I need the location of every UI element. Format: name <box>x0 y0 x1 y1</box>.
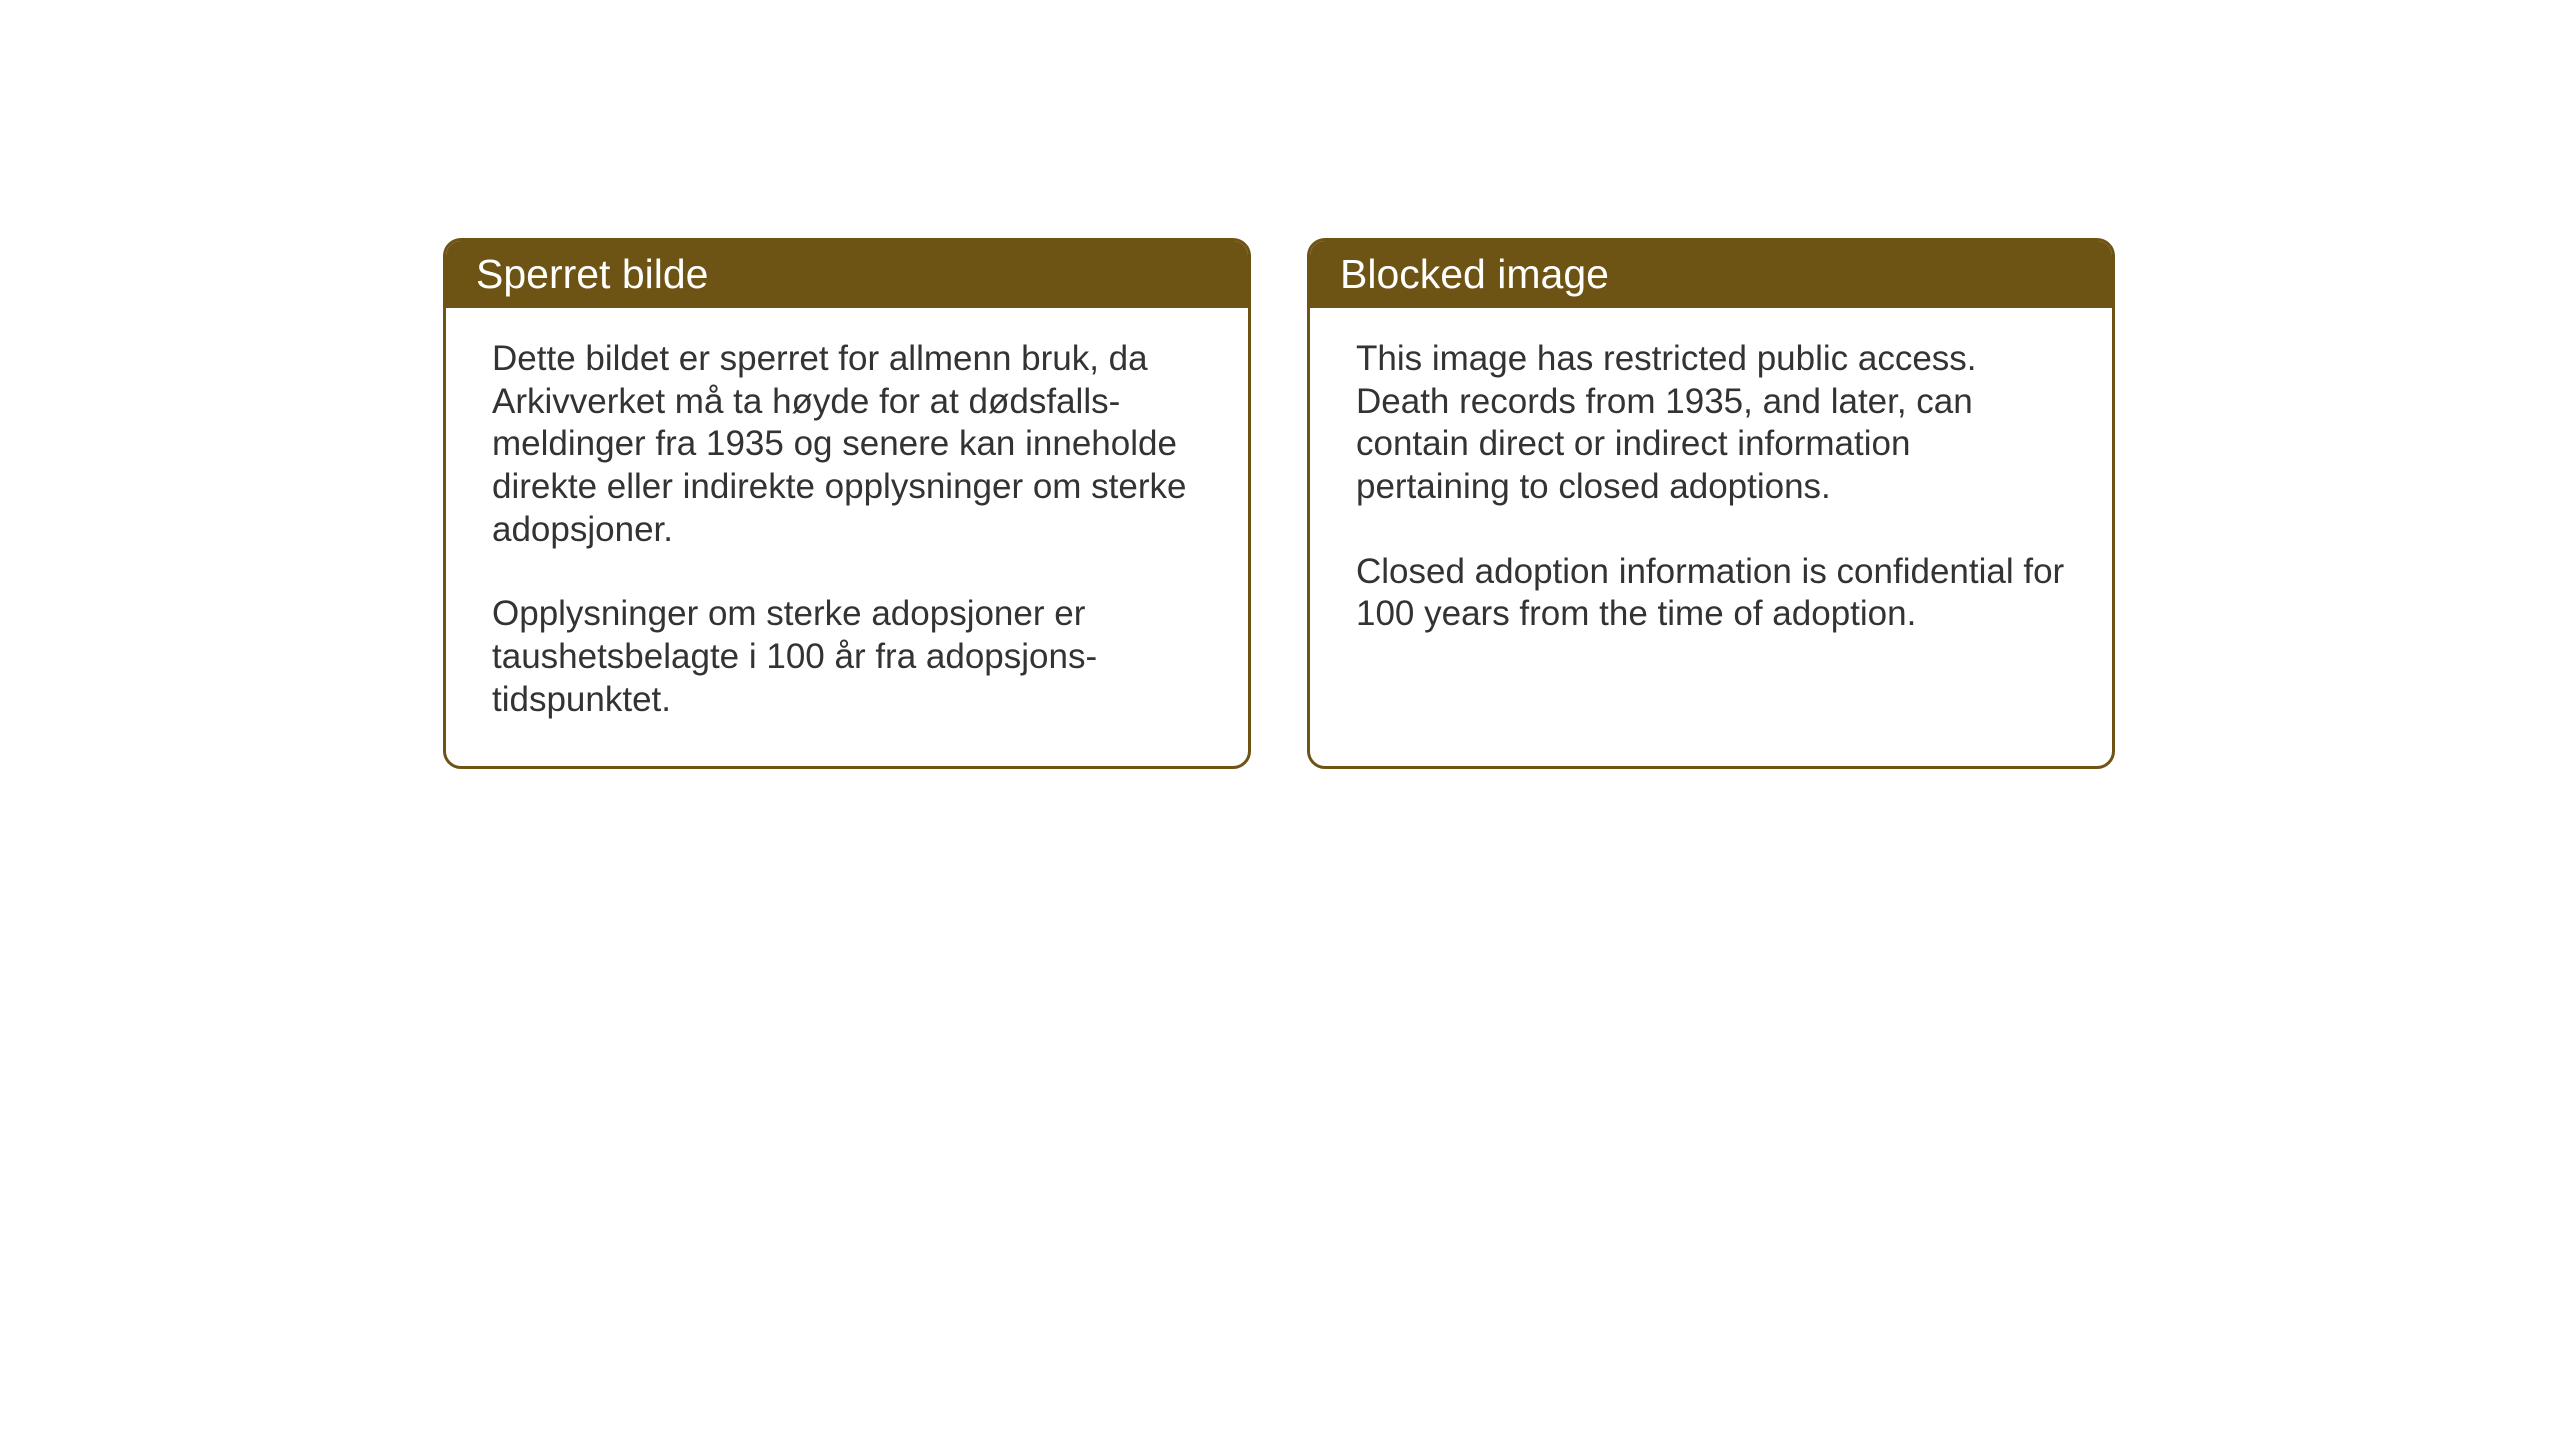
notice-paragraph-norwegian-2: Opplysninger om sterke adopsjoner er tau… <box>492 593 1202 721</box>
notice-card-norwegian: Sperret bilde Dette bildet er sperret fo… <box>443 238 1251 769</box>
card-body-english: This image has restricted public access.… <box>1310 308 2112 680</box>
card-header-norwegian: Sperret bilde <box>446 241 1248 308</box>
notice-paragraph-english-2: Closed adoption information is confident… <box>1356 551 2066 636</box>
notice-card-english: Blocked image This image has restricted … <box>1307 238 2115 769</box>
card-header-english: Blocked image <box>1310 241 2112 308</box>
notice-paragraph-english-1: This image has restricted public access.… <box>1356 338 2066 509</box>
notice-paragraph-norwegian-1: Dette bildet er sperret for allmenn bruk… <box>492 338 1202 551</box>
card-body-norwegian: Dette bildet er sperret for allmenn bruk… <box>446 308 1248 766</box>
notice-container: Sperret bilde Dette bildet er sperret fo… <box>443 238 2115 769</box>
